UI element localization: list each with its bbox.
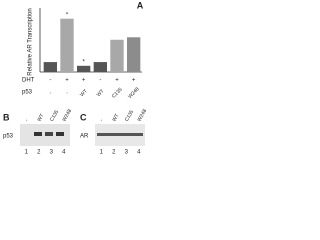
panel-label: B: [3, 112, 10, 122]
panel-label: C: [80, 112, 87, 122]
p53-label: W248: [127, 86, 141, 100]
bar: [127, 37, 141, 72]
band: [56, 132, 64, 136]
dht-label: +: [65, 78, 69, 84]
lane-label: W248: [136, 108, 148, 123]
band: [45, 132, 53, 136]
lane-number: 4: [62, 150, 66, 156]
row-label: DHT: [22, 78, 35, 84]
lane-label: C135: [49, 109, 60, 123]
figure: A Relative AR Transcription DHT p53 B p5…: [3, 0, 148, 156]
lane-number: 1: [25, 150, 29, 156]
lane-number: 3: [125, 150, 129, 156]
dht-label: -: [49, 78, 51, 84]
dht-label: +: [115, 78, 119, 84]
bar: [77, 65, 91, 72]
bar: [93, 62, 107, 72]
dht-label: +: [132, 78, 136, 84]
y-axis-label: Relative AR Transcription: [28, 8, 34, 75]
panel-label: A: [137, 0, 144, 10]
bar: [110, 39, 124, 72]
p53-label: WT: [96, 88, 106, 98]
lane-label: -: [99, 118, 105, 123]
bar: [43, 62, 57, 72]
lane-number: 4: [137, 150, 141, 156]
p53-label: -: [48, 90, 54, 96]
band: [97, 133, 143, 136]
lane-label: -: [24, 118, 30, 123]
band: [34, 132, 42, 136]
lane-label: WT: [111, 113, 120, 123]
dht-label: +: [82, 78, 86, 84]
significance-marker: *: [66, 12, 69, 18]
lane-label: W248: [61, 108, 73, 123]
significance-marker: *: [82, 59, 85, 65]
lane-number: 1: [100, 150, 104, 156]
lane-label: WT: [36, 113, 45, 123]
protein-label: AR: [80, 134, 89, 140]
bar: [60, 18, 74, 72]
dht-label: -: [99, 78, 101, 84]
p53-label: C135: [111, 87, 124, 100]
lane-number: 2: [37, 150, 41, 156]
lane-label: C135: [124, 109, 135, 123]
lane-number: 2: [112, 150, 116, 156]
row-label: p53: [22, 90, 33, 96]
p53-label: -: [65, 90, 71, 96]
p53-label: WT: [79, 88, 89, 98]
lane-number: 3: [50, 150, 54, 156]
protein-label: p53: [3, 134, 14, 140]
